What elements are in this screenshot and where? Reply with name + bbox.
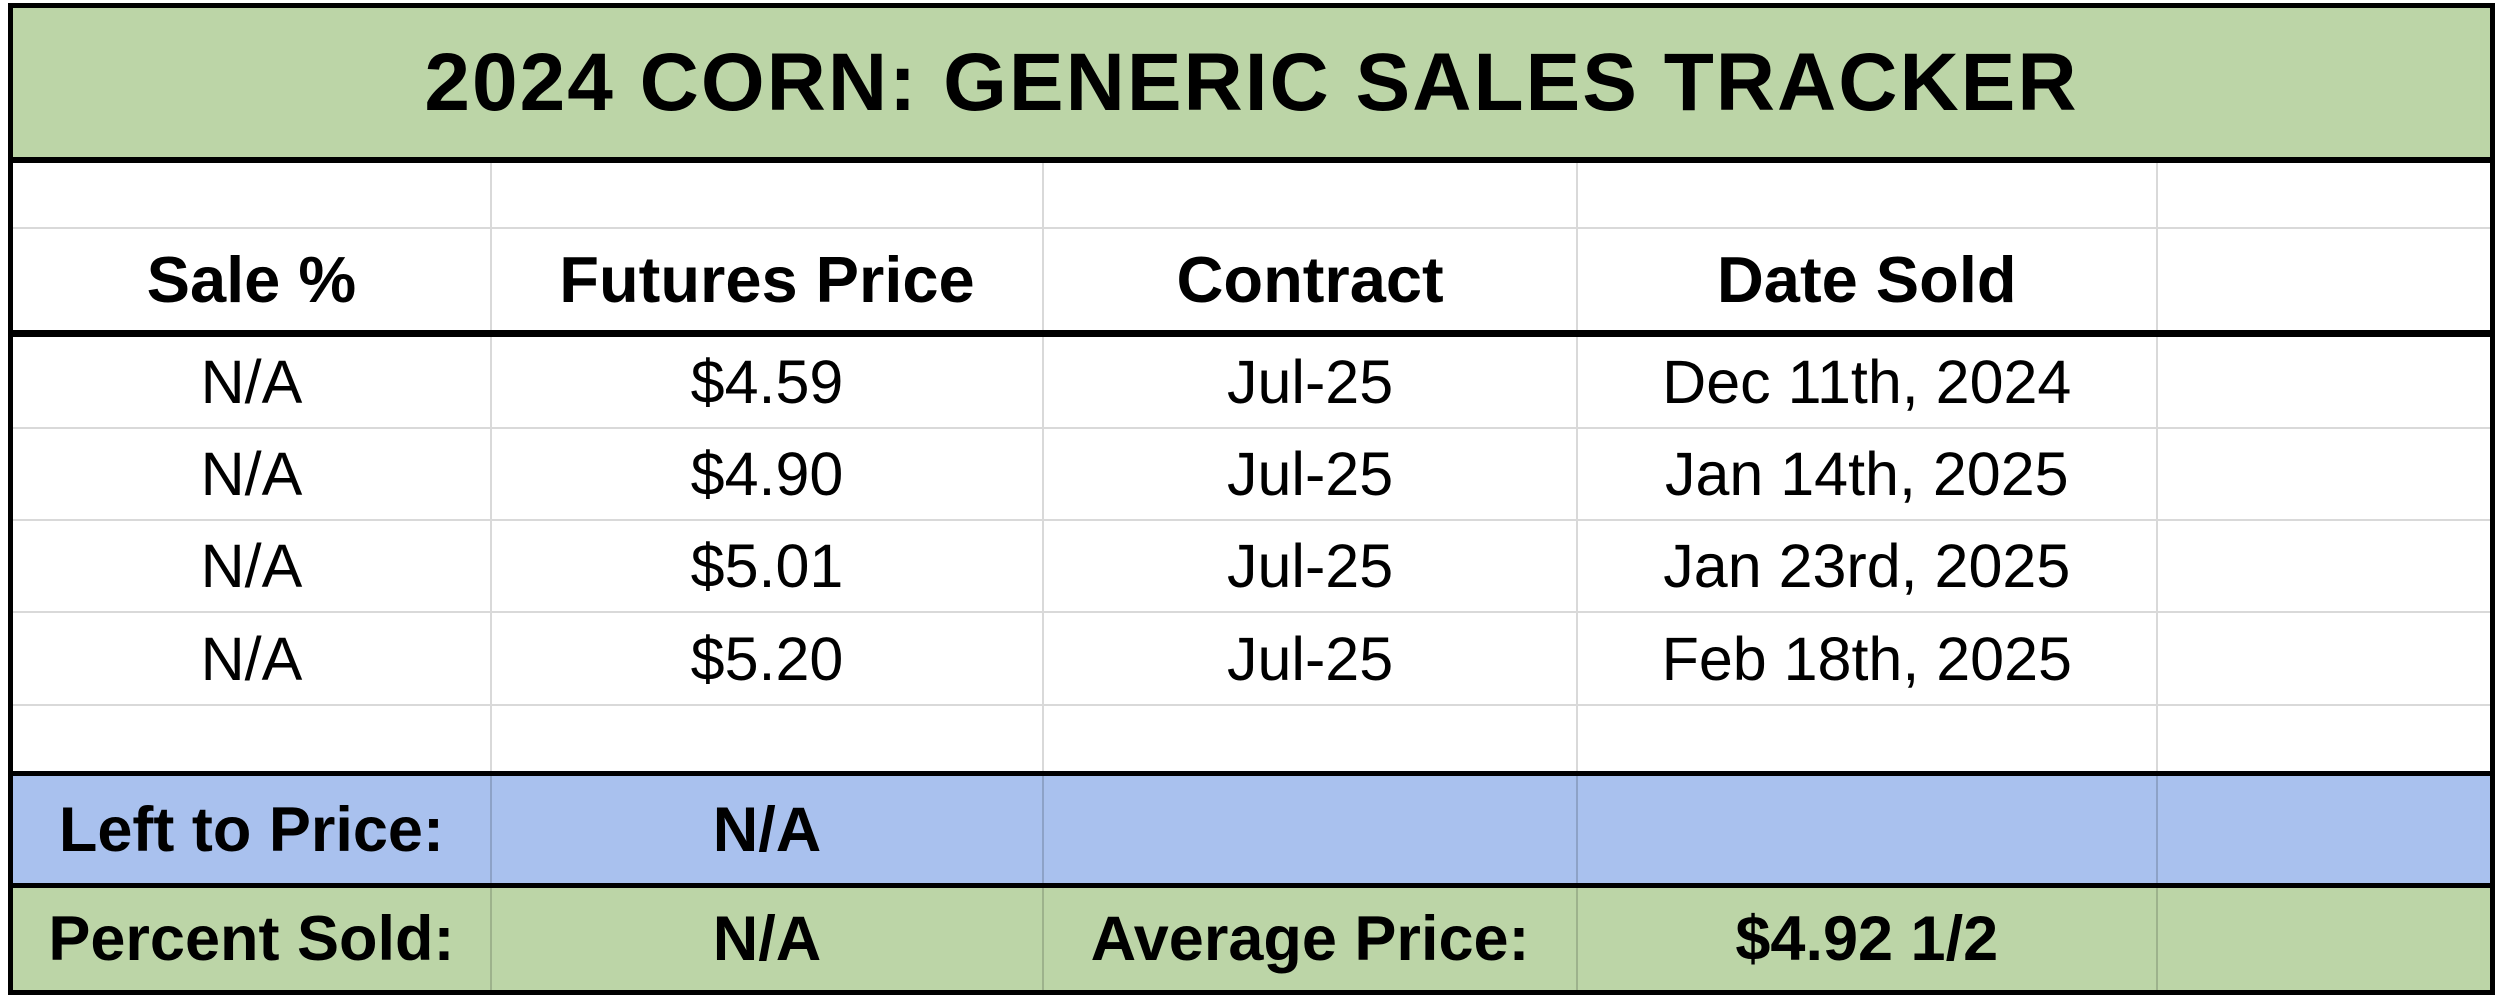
empty-cell <box>2155 163 2490 227</box>
sale-row-2: N/A $4.90 Jul-25 Jan 14th, 2025 <box>13 429 2490 521</box>
sale-pct-cell[interactable]: N/A <box>200 440 303 508</box>
contract-cell[interactable]: Jul-25 <box>1042 429 1576 519</box>
average-price-value[interactable]: $4.92 1/2 <box>1575 888 2156 990</box>
percent-sold-value[interactable]: N/A <box>489 888 1042 990</box>
empty-cell <box>13 163 490 227</box>
spacer-row-top <box>13 163 2490 229</box>
left-to-price-label: Left to Price: <box>58 794 444 865</box>
percent-sold-row: Percent Sold: N/A Average Price: $4.92 1… <box>13 888 2490 990</box>
percent-sold-label: Percent Sold: <box>48 904 455 974</box>
empty-cell <box>1042 163 1576 227</box>
empty-cell <box>1575 776 2156 883</box>
empty-cell <box>1575 163 2156 227</box>
left-to-price-row: Left to Price: N/A <box>13 776 2490 888</box>
date-sold-cell[interactable]: Jan 23rd, 2025 <box>1575 521 2156 611</box>
sale-row-4: N/A $5.20 Jul-25 Feb 18th, 2025 <box>13 613 2490 706</box>
sale-row-3: N/A $5.01 Jul-25 Jan 23rd, 2025 <box>13 521 2490 613</box>
contract-cell[interactable]: Jul-25 <box>1042 521 1576 611</box>
column-header-sale-pct: Sale % <box>146 243 357 316</box>
column-header-contract: Contract <box>1042 229 1576 330</box>
page-title: 2024 CORN: GENERIC SALES TRACKER <box>424 36 2079 128</box>
futures-price-cell[interactable]: $4.59 <box>489 337 1042 427</box>
empty-cell <box>2155 706 2490 771</box>
filler-cell <box>2155 337 2490 427</box>
sale-pct-cell[interactable]: N/A <box>200 532 303 600</box>
empty-cell <box>1042 706 1576 771</box>
empty-cell <box>2155 888 2490 990</box>
sale-row-1: N/A $4.59 Jul-25 Dec 11th, 2024 <box>13 337 2490 429</box>
sale-pct-cell[interactable]: N/A <box>200 348 303 416</box>
title-row: 2024 CORN: GENERIC SALES TRACKER <box>13 8 2490 163</box>
contract-cell[interactable]: Jul-25 <box>1042 337 1576 427</box>
empty-cell <box>2155 776 2490 883</box>
column-header-row: Sale % Futures Price Contract Date Sold <box>13 229 2490 337</box>
empty-cell <box>1042 776 1576 883</box>
sales-tracker-table: 2024 CORN: GENERIC SALES TRACKER Sale % … <box>8 3 2495 995</box>
empty-cell <box>489 706 1042 771</box>
filler-cell <box>2155 613 2490 704</box>
filler-cell <box>2155 429 2490 519</box>
empty-cell <box>1575 706 2156 771</box>
contract-cell[interactable]: Jul-25 <box>1042 613 1576 704</box>
column-header-date-sold: Date Sold <box>1575 229 2156 330</box>
column-header-filler <box>2155 229 2490 330</box>
left-to-price-value[interactable]: N/A <box>489 776 1042 883</box>
date-sold-cell[interactable]: Feb 18th, 2025 <box>1575 613 2156 704</box>
filler-cell <box>2155 521 2490 611</box>
empty-cell <box>13 706 490 771</box>
futures-price-cell[interactable]: $4.90 <box>489 429 1042 519</box>
futures-price-cell[interactable]: $5.01 <box>489 521 1042 611</box>
spacer-row-bottom <box>13 706 2490 776</box>
date-sold-cell[interactable]: Jan 14th, 2025 <box>1575 429 2156 519</box>
empty-cell <box>489 163 1042 227</box>
sale-pct-cell[interactable]: N/A <box>200 624 303 693</box>
date-sold-cell[interactable]: Dec 11th, 2024 <box>1575 337 2156 427</box>
column-header-futures-price: Futures Price <box>489 229 1042 330</box>
futures-price-cell[interactable]: $5.20 <box>489 613 1042 704</box>
average-price-label: Average Price: <box>1042 888 1576 990</box>
